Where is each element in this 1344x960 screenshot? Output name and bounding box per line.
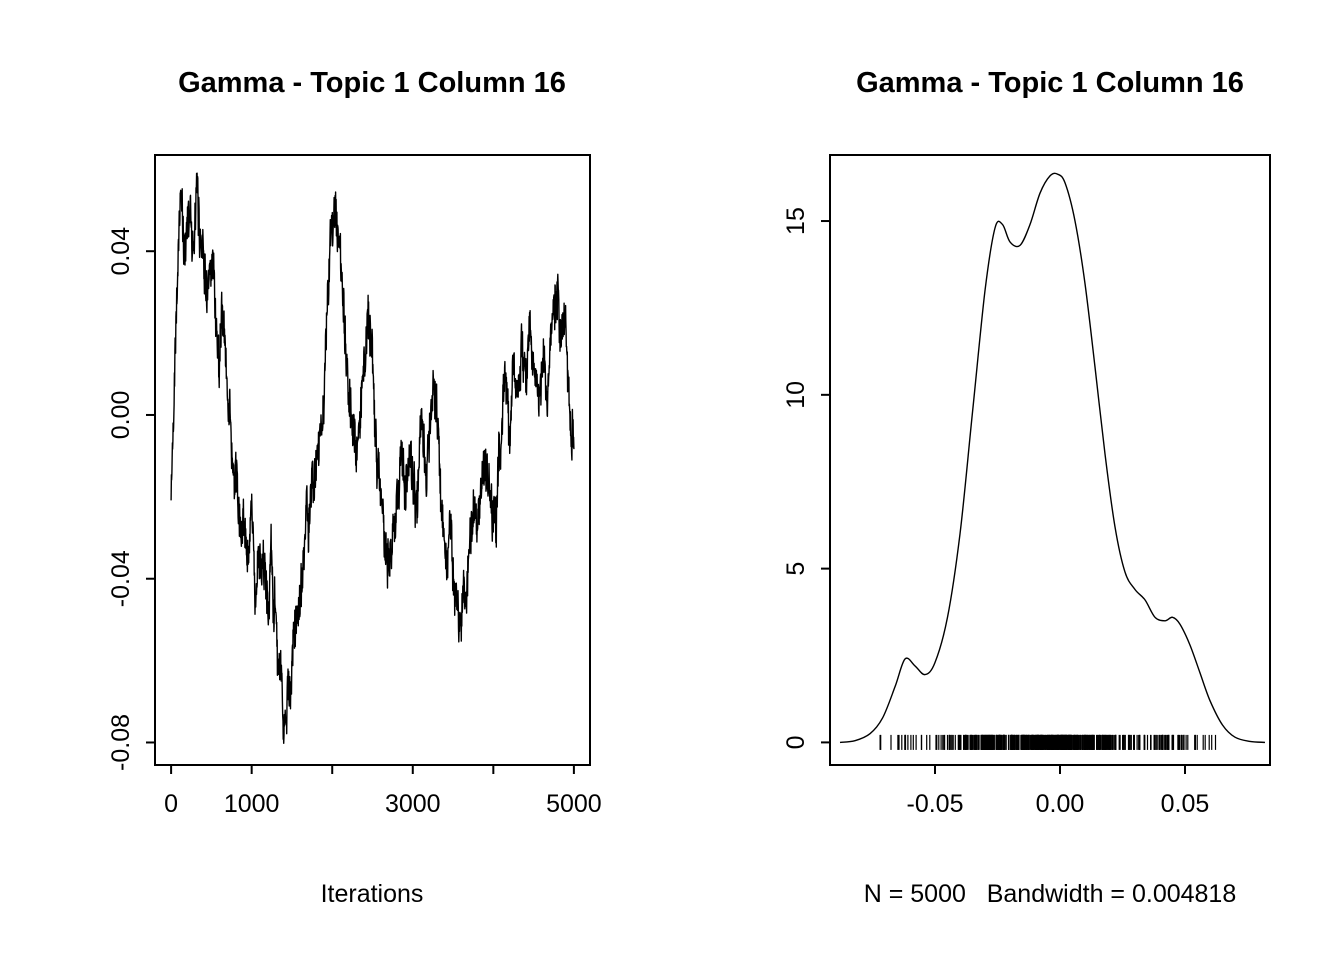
x-tick-label: 0.05 bbox=[1161, 790, 1210, 818]
trace-line bbox=[170, 172, 575, 744]
plot-box bbox=[829, 154, 1271, 766]
density-plot-caption: N = 5000 Bandwidth = 0.004818 bbox=[864, 880, 1237, 908]
y-tick-label: 15 bbox=[782, 207, 810, 235]
y-tick-label: 0.04 bbox=[107, 227, 135, 276]
y-tick-label: 5 bbox=[782, 562, 810, 576]
y-tick-label: 0.00 bbox=[107, 391, 135, 440]
density-rug bbox=[879, 734, 1217, 750]
trace-plot-axes: 0 1000 3000 5000 -0.08 -0.04 0.00 0.04 bbox=[107, 154, 602, 818]
trace-plot-panel: Gamma - Topic 1 Column 16 0 1000 3000 5000 -… bbox=[107, 67, 602, 908]
x-tick-label: -0.05 bbox=[907, 790, 964, 818]
density-plot-axes: -0.05 0.00 0.05 0 5 10 15 bbox=[782, 154, 1271, 818]
y-tick-label: -0.04 bbox=[107, 550, 135, 607]
density-plot-title: Gamma - Topic 1 Column 16 bbox=[856, 67, 1244, 99]
trace-plot-xlabel: Iterations bbox=[321, 880, 424, 908]
trace-plot-title: Gamma - Topic 1 Column 16 bbox=[178, 67, 566, 99]
x-tick-label: 0 bbox=[164, 790, 178, 818]
y-tick-label: 10 bbox=[782, 381, 810, 409]
x-tick-label: 0.00 bbox=[1036, 790, 1085, 818]
x-tick-label: 3000 bbox=[385, 790, 441, 818]
x-tick-label: 5000 bbox=[546, 790, 602, 818]
x-tick-label: 1000 bbox=[224, 790, 280, 818]
plot-box bbox=[154, 154, 591, 766]
y-tick-label: -0.08 bbox=[107, 714, 135, 771]
density-plot-panel: Gamma - Topic 1 Column 16 -0.05 0.00 0.05 0… bbox=[782, 67, 1271, 908]
y-tick-label: 0 bbox=[782, 735, 810, 749]
density-curve bbox=[839, 172, 1266, 744]
